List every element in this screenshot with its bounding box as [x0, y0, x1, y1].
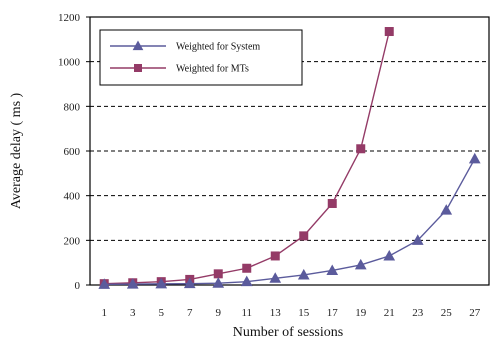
x-axis-title: Number of sessions [233, 325, 343, 338]
series-layer [98, 27, 481, 289]
x-tick-label: 9 [216, 307, 222, 319]
data-point-triangle [354, 258, 367, 270]
legend-label: Weighted for System [176, 42, 260, 53]
series-line [104, 158, 476, 286]
data-point-square [327, 198, 337, 208]
series-system [98, 152, 481, 289]
gridlines [86, 16, 489, 286]
y-tick-label: 1000 [58, 57, 81, 69]
x-tick-label: 11 [241, 307, 252, 319]
x-tick-label: 17 [327, 307, 339, 319]
data-point-triangle [297, 268, 310, 280]
y-tick-labels: 0 200 400 600 800 1000 1200 [58, 12, 81, 292]
x-tick-labels: 1 3 5 7 9 11 13 15 17 19 21 23 25 27 [102, 307, 481, 319]
data-point-triangle [132, 40, 144, 51]
data-point-triangle [98, 278, 111, 289]
data-point-triangle [269, 272, 282, 283]
data-point-triangle [383, 249, 396, 261]
data-point-triangle [440, 204, 453, 215]
x-tick-label: 1 [102, 307, 108, 319]
legend-entry: Weighted for System [110, 40, 260, 53]
data-point-square [356, 144, 366, 154]
data-point-square [134, 64, 142, 72]
y-tick-label: 0 [75, 280, 81, 292]
x-tick-label: 5 [159, 307, 165, 319]
data-point-triangle [468, 152, 481, 164]
data-point-square [270, 251, 280, 261]
y-tick-label: 200 [64, 235, 81, 247]
legend: Weighted for System Weighted for MTs [99, 29, 303, 86]
x-tick-label: 13 [270, 307, 282, 319]
y-tick-label: 1200 [58, 12, 81, 24]
legend-label: Weighted for MTs [176, 64, 249, 75]
data-point-triangle [326, 264, 339, 275]
x-tick-label: 19 [355, 307, 367, 319]
y-tick-label: 600 [64, 146, 81, 158]
data-point-square [299, 231, 309, 241]
data-point-triangle [411, 234, 424, 245]
x-tick-label: 15 [298, 307, 310, 319]
x-tick-label: 21 [384, 307, 395, 319]
x-tick-label: 27 [469, 307, 481, 319]
y-tick-label: 800 [64, 101, 81, 113]
data-point-triangle [126, 278, 139, 289]
data-point-square [213, 269, 223, 279]
x-tick-label: 23 [412, 307, 424, 319]
x-tick-label: 3 [130, 307, 136, 319]
data-point-triangle [240, 275, 253, 287]
x-tick-label: 25 [441, 307, 453, 319]
y-tick-label: 400 [64, 191, 81, 203]
x-tick-label: 7 [187, 307, 193, 319]
legend-box [99, 29, 303, 86]
data-point-triangle [155, 277, 168, 289]
data-point-triangle [212, 277, 225, 288]
data-point-square [384, 27, 394, 37]
data-point-triangle [183, 277, 196, 289]
y-axis-title: Average delay ( ms ) [9, 92, 24, 209]
data-point-square [242, 263, 252, 273]
legend-entry: Weighted for MTs [110, 64, 249, 75]
legend-entries: Weighted for System Weighted for MTs [110, 40, 260, 75]
